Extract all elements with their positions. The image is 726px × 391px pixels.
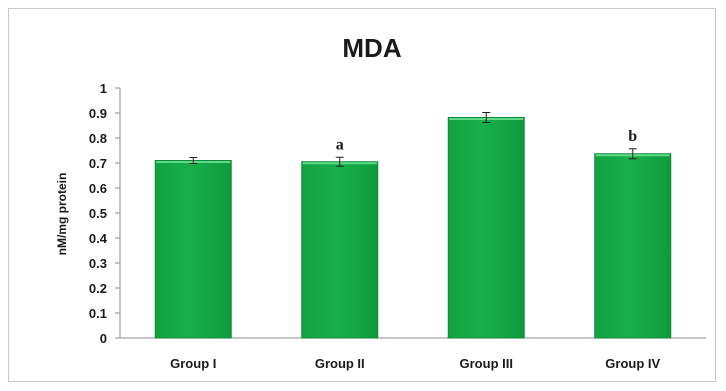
y-tick-label: 0.9 bbox=[89, 106, 107, 121]
chart-title: MDA bbox=[342, 33, 401, 63]
y-tick-label: 0.8 bbox=[89, 131, 107, 146]
y-tick-label: 0.2 bbox=[89, 281, 107, 296]
y-tick-label: 1 bbox=[100, 81, 107, 96]
y-tick-label: 0.6 bbox=[89, 181, 107, 196]
y-tick-label: 0.1 bbox=[89, 306, 107, 321]
y-tick-label: 0 bbox=[100, 331, 107, 346]
bar bbox=[154, 160, 232, 339]
x-tick-label: Group IV bbox=[605, 356, 660, 371]
x-tick-label: Group III bbox=[460, 356, 513, 371]
bar bbox=[447, 117, 525, 339]
x-tick-label: Group I bbox=[170, 356, 216, 371]
y-tick-label: 0.7 bbox=[89, 156, 107, 171]
significance-label: a bbox=[336, 136, 344, 153]
y-tick-label: 0.3 bbox=[89, 256, 107, 271]
plot-area: 0 0.1 0.2 0.3 0.4 0.5 0.6 0.7 0.8 0.9 1 Group I Grou… bbox=[89, 81, 706, 371]
y-tick-label: 0.5 bbox=[89, 206, 107, 221]
x-tick-label: Group II bbox=[315, 356, 365, 371]
significance-label: b bbox=[628, 128, 637, 145]
bar bbox=[594, 153, 672, 339]
y-tick-label: 0.4 bbox=[89, 231, 108, 246]
y-axis-label: nM/mg protein bbox=[55, 173, 69, 256]
bar bbox=[301, 161, 379, 339]
